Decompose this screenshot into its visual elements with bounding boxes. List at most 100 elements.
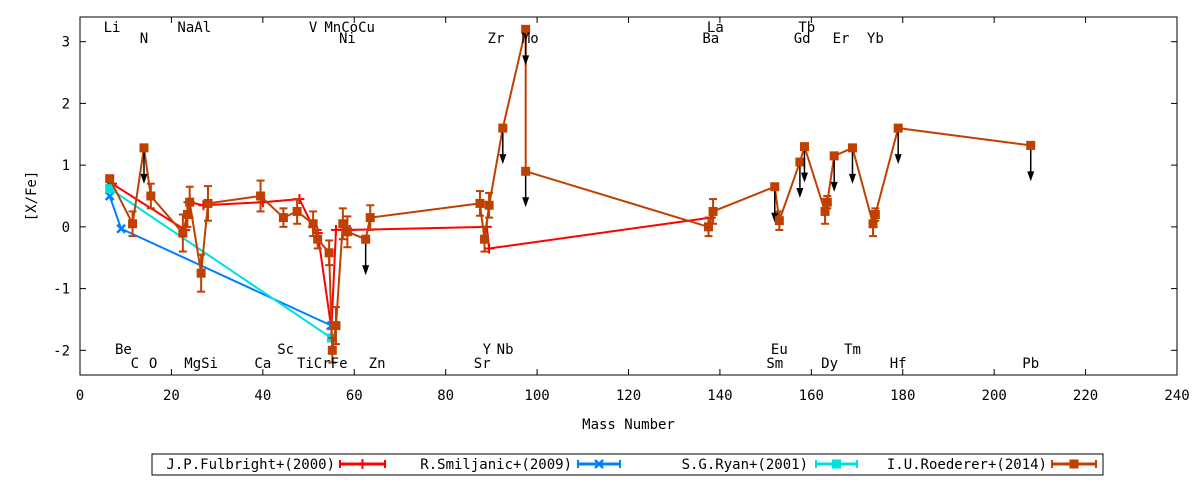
element-label-bottom: Y bbox=[483, 342, 492, 358]
upper-limit-arrow bbox=[522, 29, 530, 66]
data-point bbox=[770, 182, 780, 192]
element-label-bottom: Zn bbox=[369, 356, 386, 372]
data-point bbox=[105, 174, 115, 184]
data-point bbox=[331, 321, 341, 331]
data-point bbox=[1069, 459, 1079, 469]
data-point bbox=[829, 151, 839, 161]
legend-label: I.U.Roederer+(2014) bbox=[887, 457, 1047, 473]
series-3 bbox=[105, 24, 1036, 364]
legend-entry: S.G.Ryan+(2001) bbox=[682, 457, 858, 473]
data-point bbox=[185, 197, 195, 207]
element-label-bottom: Dy bbox=[821, 356, 838, 372]
data-point bbox=[774, 216, 784, 226]
upper-limit-arrow bbox=[499, 128, 507, 165]
legend-box bbox=[151, 453, 1104, 476]
element-label-bottom: Hf bbox=[890, 356, 907, 372]
data-point bbox=[484, 243, 495, 254]
data-point bbox=[822, 197, 832, 207]
data-point bbox=[324, 248, 334, 258]
element-label-bottom: Nb bbox=[497, 342, 514, 358]
data-point bbox=[521, 24, 531, 34]
data-point bbox=[308, 219, 318, 229]
x-tick-label: 20 bbox=[163, 388, 180, 404]
data-point bbox=[893, 123, 903, 133]
legend-label: S.G.Ryan+(2001) bbox=[682, 457, 808, 473]
y-tick-label: 0 bbox=[62, 220, 70, 236]
x-tick-label: 240 bbox=[1164, 388, 1189, 404]
data-point bbox=[361, 234, 371, 244]
y-tick-label: -2 bbox=[53, 343, 70, 359]
data-point bbox=[104, 191, 115, 201]
data-point bbox=[708, 206, 718, 216]
plot-frame bbox=[79, 16, 1178, 376]
data-point bbox=[203, 198, 213, 208]
series-layer bbox=[104, 24, 1036, 364]
data-point bbox=[820, 206, 830, 216]
y-tick-label: -1 bbox=[53, 282, 70, 298]
y-axis-title: [X/Fe] bbox=[24, 171, 40, 222]
upper-limit-arrow bbox=[830, 155, 838, 192]
data-point bbox=[105, 184, 115, 194]
element-label-bottom: Sc bbox=[277, 342, 294, 358]
legend-label: R.Smiljanic+(2009) bbox=[420, 457, 572, 473]
element-label-bottom: Sm bbox=[766, 356, 783, 372]
data-point bbox=[338, 219, 348, 229]
data-point bbox=[868, 219, 878, 229]
axis-titles: Mass Number [X/Fe] bbox=[24, 171, 675, 433]
data-point bbox=[278, 213, 288, 223]
data-point bbox=[1026, 140, 1036, 150]
data-point bbox=[521, 166, 531, 176]
x-tick-label: 60 bbox=[346, 388, 363, 404]
element-label-top: NaAl bbox=[177, 20, 211, 36]
legend: J.P.Fulbright+(2000) R.Smiljanic+(2009) S.… bbox=[151, 453, 1104, 476]
data-point bbox=[139, 143, 149, 153]
upper-limit-arrow bbox=[796, 162, 804, 199]
element-label-bottom: Sr bbox=[474, 356, 491, 372]
data-point bbox=[484, 200, 494, 210]
element-label-bottom: Ca bbox=[254, 356, 271, 372]
element-label-top: Li bbox=[104, 20, 121, 36]
data-point bbox=[182, 210, 192, 220]
x-axis-title: Mass Number bbox=[582, 417, 675, 433]
element-label-top: V bbox=[309, 20, 318, 36]
element-label-top: Tb bbox=[798, 20, 815, 36]
element-label-bottom: Eu bbox=[771, 342, 788, 358]
data-point bbox=[292, 206, 302, 216]
legend-entry: I.U.Roederer+(2014) bbox=[887, 457, 1097, 473]
element-label-top: N bbox=[140, 31, 148, 47]
upper-limit-arrow bbox=[362, 239, 370, 276]
data-point bbox=[365, 213, 375, 223]
element-label-top: Zr bbox=[488, 31, 505, 47]
x-tick-label: 80 bbox=[437, 388, 454, 404]
data-point bbox=[256, 191, 266, 201]
upper-limit-arrow bbox=[800, 146, 808, 183]
upper-limit-arrow bbox=[848, 147, 856, 184]
legend-entry: R.Smiljanic+(2009) bbox=[420, 457, 621, 473]
x-tick-label: 180 bbox=[890, 388, 915, 404]
element-label-top: Ni bbox=[339, 31, 356, 47]
x-tick-label: 100 bbox=[524, 388, 549, 404]
data-point bbox=[196, 268, 206, 278]
element-label-bottom: TiCrFe bbox=[297, 356, 348, 372]
data-point bbox=[116, 223, 127, 234]
data-point bbox=[498, 123, 508, 133]
data-point bbox=[795, 157, 805, 167]
data-point bbox=[832, 459, 841, 469]
series-line bbox=[108, 29, 1031, 351]
data-point bbox=[703, 222, 713, 232]
data-point bbox=[178, 228, 188, 238]
y-tick-label: 1 bbox=[62, 158, 70, 174]
y-tick-label: 3 bbox=[62, 35, 70, 51]
y-tick-label: 2 bbox=[62, 96, 70, 112]
upper-limit-arrow bbox=[771, 186, 779, 223]
x-tick-label: 40 bbox=[254, 388, 271, 404]
element-label-top: Er bbox=[833, 31, 850, 47]
x-tick-label: 0 bbox=[76, 388, 84, 404]
data-point bbox=[330, 224, 341, 235]
data-point bbox=[342, 227, 352, 237]
element-label-bottom: O bbox=[149, 356, 157, 372]
data-point bbox=[847, 143, 857, 153]
